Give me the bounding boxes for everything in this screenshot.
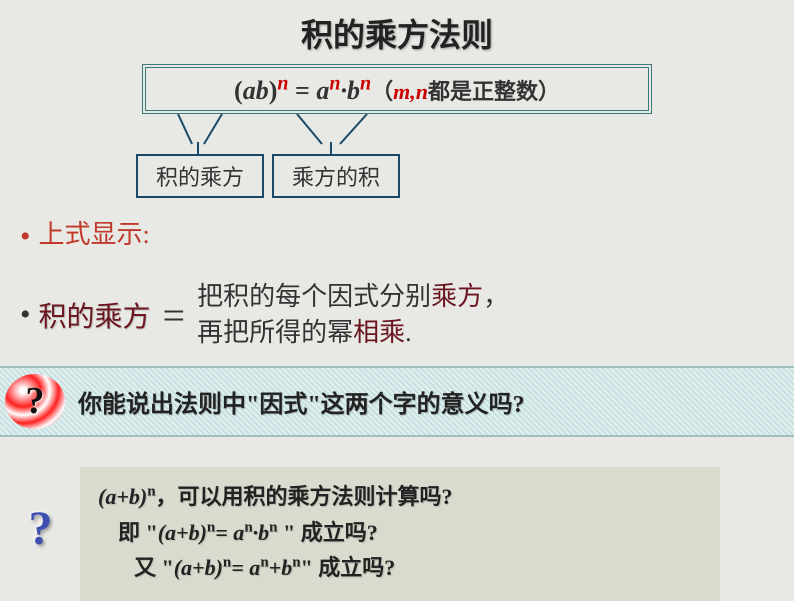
bl3-c: = a xyxy=(231,555,260,580)
bl3-n3: n xyxy=(292,555,300,571)
bl2-n2: n xyxy=(244,519,252,535)
r2b: 相乘 xyxy=(353,318,405,347)
r1b: 乘方 xyxy=(431,282,483,311)
bottom-box: (a+b)n，可以用积的乘方法则计算吗? 即 "(a+b)n= an·bn " … xyxy=(80,467,720,601)
bullet-1: • xyxy=(20,220,31,253)
bl2-a: 即 " xyxy=(118,520,158,545)
bl1-a: (a+b) xyxy=(98,484,147,509)
rule-right: 把积的每个因式分别乘方， 再把所得的幂相乘. xyxy=(197,279,509,352)
question-mark-small-icon: ? xyxy=(29,501,53,556)
bl3-n1: n xyxy=(223,555,231,571)
rule-left: 积的乘方 xyxy=(39,295,151,335)
question-icon: ? xyxy=(0,374,70,429)
rule-right-line2: 再把所得的幂相乘. xyxy=(197,315,509,351)
question-icon-small: ? xyxy=(18,498,63,558)
bullet-2: • xyxy=(20,298,31,332)
bl3-e: " 成立吗? xyxy=(301,555,396,580)
bl1-n: n xyxy=(147,484,155,500)
exp-n-2: n xyxy=(329,72,340,94)
page-title: 积的乘方法则 xyxy=(0,0,794,56)
r1c: ， xyxy=(483,282,509,311)
bl2-n1: n xyxy=(207,519,215,535)
label-left: 积的乘方 xyxy=(136,154,264,198)
var-b: b xyxy=(256,76,269,105)
bl1-b: ，可以用积的乘方法则计算吗? xyxy=(156,484,453,509)
line1-text: 上式显示: xyxy=(39,220,150,249)
rule-eq: = xyxy=(163,292,186,339)
question-row: ? 你能说出法则中"因式"这两个字的意义吗? xyxy=(0,366,794,437)
note-mn: m,n xyxy=(393,79,428,104)
bl3-b: (a+b) xyxy=(174,555,223,580)
label-right: 乘方的积 xyxy=(272,154,400,198)
formula-box: (ab)n = an·bn（m,n都是正整数） xyxy=(142,64,652,114)
rule-row: • 积的乘方 = 把积的每个因式分别乘方， 再把所得的幂相乘. xyxy=(0,279,794,352)
var-a2: a xyxy=(316,76,329,105)
lparen: ( xyxy=(234,76,243,105)
r2c: . xyxy=(405,318,412,347)
bottom-line2: 即 "(a+b)n= an·bn " 成立吗? xyxy=(98,515,702,550)
bl2-c: = a xyxy=(215,520,244,545)
bottom-line1: (a+b)n，可以用积的乘方法则计算吗? xyxy=(98,479,702,514)
bl3-n2: n xyxy=(260,555,268,571)
var-a: a xyxy=(243,76,256,105)
r2a: 再把所得的幂 xyxy=(197,318,353,347)
bl2-e: " 成立吗? xyxy=(278,520,378,545)
exp-n-1: n xyxy=(277,72,288,94)
bl3-a: 又 " xyxy=(134,555,174,580)
note-suffix: 都是正整数） xyxy=(428,79,560,104)
rule-right-line1: 把积的每个因式分别乘方， xyxy=(197,279,509,315)
question-text: 你能说出法则中"因式"这两个字的意义吗? xyxy=(70,384,525,419)
bottom-line3: 又 "(a+b)n= an+bn" 成立吗? xyxy=(98,550,702,585)
bl2-d: ·b xyxy=(253,520,270,545)
connectors xyxy=(142,114,652,154)
note: （m,n都是正整数） xyxy=(371,79,560,104)
eq: = xyxy=(289,76,317,105)
r1a: 把积的每个因式分别 xyxy=(197,282,431,311)
question-mark-icon: ? xyxy=(26,379,45,423)
formula: (ab)n = an·bn（m,n都是正整数） xyxy=(234,76,560,105)
exp-n-3: n xyxy=(360,72,371,94)
note-prefix: （ xyxy=(371,79,393,104)
line1: • 上式显示: xyxy=(0,214,794,254)
bl2-n3: n xyxy=(269,519,277,535)
bl3-d: +b xyxy=(269,555,293,580)
bl2-b: (a+b) xyxy=(158,520,207,545)
var-b2: b xyxy=(347,76,360,105)
